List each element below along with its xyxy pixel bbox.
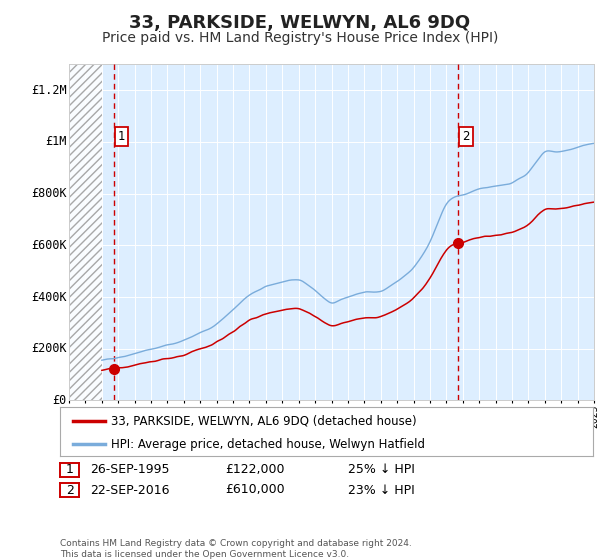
Text: £600K: £600K xyxy=(31,239,67,252)
Bar xyxy=(69,64,102,400)
Text: 22-SEP-2016: 22-SEP-2016 xyxy=(90,483,170,497)
Text: £200K: £200K xyxy=(31,342,67,355)
Text: 33, PARKSIDE, WELWYN, AL6 9DQ: 33, PARKSIDE, WELWYN, AL6 9DQ xyxy=(130,14,470,32)
Text: £1.2M: £1.2M xyxy=(31,84,67,97)
Text: £0: £0 xyxy=(52,394,67,407)
Text: £610,000: £610,000 xyxy=(225,483,284,497)
Text: £122,000: £122,000 xyxy=(225,463,284,477)
Text: £400K: £400K xyxy=(31,291,67,304)
Text: 1: 1 xyxy=(65,463,74,477)
Text: 25% ↓ HPI: 25% ↓ HPI xyxy=(348,463,415,477)
Text: 2: 2 xyxy=(463,130,470,143)
Text: 2: 2 xyxy=(65,483,74,497)
Text: £800K: £800K xyxy=(31,187,67,200)
Text: HPI: Average price, detached house, Welwyn Hatfield: HPI: Average price, detached house, Welw… xyxy=(110,437,425,451)
Text: Price paid vs. HM Land Registry's House Price Index (HPI): Price paid vs. HM Land Registry's House … xyxy=(102,31,498,45)
Text: 26-SEP-1995: 26-SEP-1995 xyxy=(90,463,170,477)
Text: Contains HM Land Registry data © Crown copyright and database right 2024.
This d: Contains HM Land Registry data © Crown c… xyxy=(60,539,412,559)
Text: £1M: £1M xyxy=(45,136,67,148)
Text: 23% ↓ HPI: 23% ↓ HPI xyxy=(348,483,415,497)
Text: 1: 1 xyxy=(118,130,125,143)
Text: 33, PARKSIDE, WELWYN, AL6 9DQ (detached house): 33, PARKSIDE, WELWYN, AL6 9DQ (detached … xyxy=(110,414,416,427)
